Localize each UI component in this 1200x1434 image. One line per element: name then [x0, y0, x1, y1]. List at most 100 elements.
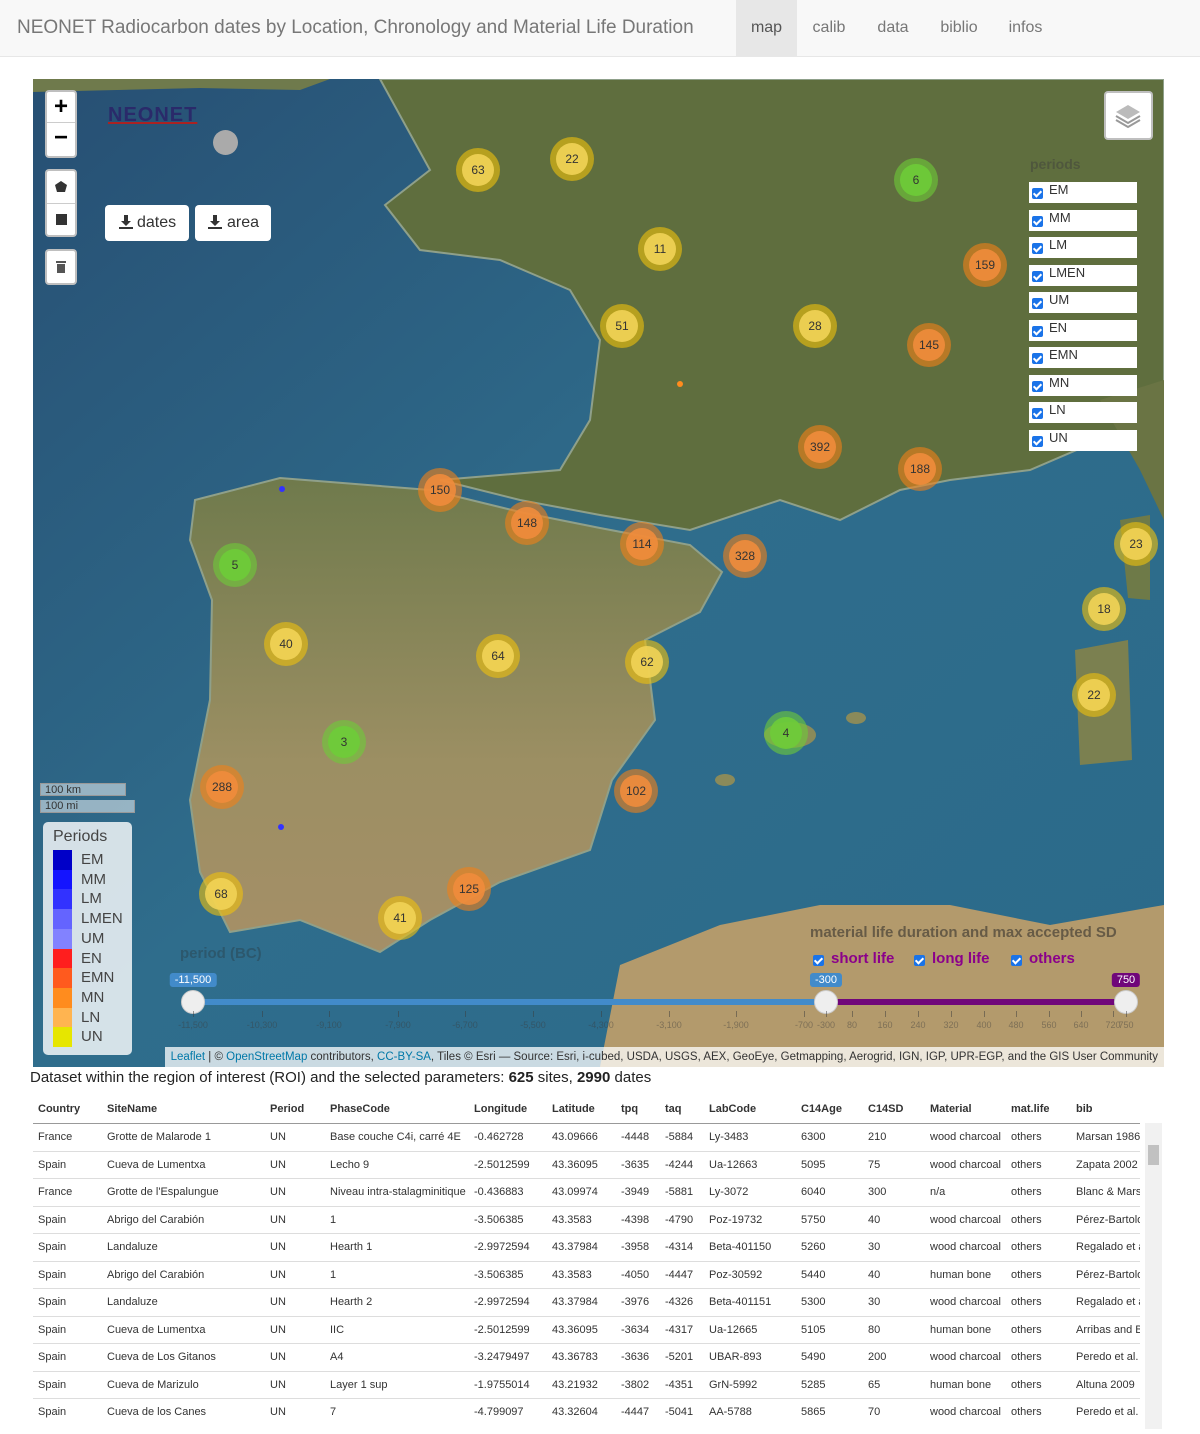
period-checkbox[interactable]: LN	[1029, 402, 1137, 423]
table-row[interactable]: France Grotte de Malarode 1 UN Base couche …	[33, 1123, 1140, 1151]
marker-cluster[interactable]: 64	[476, 634, 520, 678]
column-header[interactable]: SiteName	[102, 1095, 265, 1124]
table-row[interactable]: Spain Abrigo del Carabión UN 1 -3.506385 43.3…	[33, 1260, 1140, 1289]
marker-cluster[interactable]: 150	[418, 468, 462, 512]
material-option[interactable]: long life	[911, 950, 1011, 970]
checkbox[interactable]	[1032, 325, 1043, 337]
column-header[interactable]: mat.life	[1006, 1095, 1071, 1124]
checkbox[interactable]	[1032, 270, 1043, 282]
layers-control[interactable]	[1104, 91, 1153, 140]
period-checkbox[interactable]: EM	[1029, 182, 1137, 203]
table-row[interactable]: Spain Abrigo del Carabión UN 1 -3.506385 43.3…	[33, 1205, 1140, 1234]
table-row[interactable]: Spain Cueva de Marizulo UN Layer 1 sup -1.97…	[33, 1370, 1140, 1399]
nav-tab[interactable]: infos	[1008, 19, 1043, 36]
zoom-in[interactable]: +	[47, 92, 75, 123]
table-row[interactable]: Spain Landaluze UN Hearth 1 -2.9972594 43.379…	[33, 1233, 1140, 1261]
nav-tab[interactable]: map	[736, 0, 797, 56]
attribution-link[interactable]: CC-BY-SA	[377, 1051, 431, 1063]
marker-cluster[interactable]: 102	[614, 769, 658, 813]
zoom-out[interactable]: −	[53, 124, 68, 151]
checkbox[interactable]	[1032, 435, 1043, 447]
checkbox[interactable]	[1032, 408, 1043, 419]
checkbox[interactable]	[1011, 955, 1022, 966]
checkbox[interactable]	[914, 955, 925, 966]
table-row[interactable]: Spain Landaluze UN Hearth 2 -2.9972594 43.379…	[33, 1288, 1140, 1316]
period-checkbox[interactable]: EN	[1029, 319, 1137, 341]
period-checkbox[interactable]: MN	[1029, 374, 1137, 396]
marker-cluster[interactable]: 392	[798, 425, 842, 469]
checkbox[interactable]	[1032, 380, 1043, 392]
marker-cluster[interactable]: 41	[378, 896, 422, 940]
marker-cluster[interactable]: 5	[213, 543, 257, 587]
nav-tab[interactable]: calib	[812, 19, 846, 36]
scrollbar[interactable]	[1145, 1123, 1162, 1429]
column-header[interactable]: taq	[660, 1095, 704, 1124]
material-option[interactable]: others	[1008, 950, 1108, 970]
download-button[interactable]: area	[195, 205, 271, 241]
attribution-link[interactable]: OpenStreetMap	[226, 1051, 308, 1063]
marker-cluster[interactable]: 11	[638, 227, 682, 271]
nav-tab[interactable]: data	[877, 19, 909, 36]
download-button[interactable]: dates	[105, 205, 189, 241]
scrollbar-thumb[interactable]	[1148, 1145, 1159, 1165]
marker-cluster[interactable]: 114	[620, 522, 664, 566]
material-option[interactable]: short life	[810, 950, 910, 970]
marker-cluster[interactable]: 6	[894, 158, 938, 202]
period-checkbox[interactable]: LM	[1029, 237, 1137, 258]
checkbox[interactable]	[1032, 298, 1043, 309]
checkbox[interactable]	[1032, 353, 1043, 364]
column-header[interactable]: Country	[33, 1095, 102, 1124]
toggle-knob[interactable]	[213, 130, 238, 155]
marker-cluster[interactable]: 40	[264, 622, 308, 666]
checkbox[interactable]	[1032, 243, 1043, 254]
table-row[interactable]: Spain Cueva de Los Gitanos UN A4 -3.2479497 4…	[33, 1343, 1140, 1371]
table-row[interactable]: Spain Cueva de Lumentxa UN IIC -2.5012599 43.…	[33, 1315, 1140, 1344]
period-checkbox[interactable]: LMEN	[1029, 264, 1137, 286]
column-header[interactable]: PhaseCode	[325, 1095, 469, 1124]
marker-cluster[interactable]: 51	[600, 304, 644, 348]
marker-cluster[interactable]: 148	[505, 501, 549, 545]
map[interactable]: 63 22 6 11 159 51 28 145 392 188 150 148 114 328 23 5 18…	[33, 79, 1164, 1067]
slider-handle[interactable]	[814, 990, 838, 1014]
column-header[interactable]: tpq	[616, 1095, 660, 1124]
column-header[interactable]: Longitude	[469, 1095, 547, 1124]
marker-cluster[interactable]: 18	[1082, 587, 1126, 631]
draw-polygon[interactable]	[47, 171, 75, 204]
marker-cluster[interactable]: 288	[200, 765, 244, 809]
period-checkbox[interactable]: EMN	[1029, 347, 1137, 368]
marker-cluster[interactable]: 22	[550, 137, 594, 181]
marker-cluster[interactable]: 23	[1114, 522, 1158, 566]
nav-tab[interactable]: biblio	[940, 19, 978, 36]
marker-cluster[interactable]: 159	[963, 243, 1007, 287]
checkbox[interactable]	[1032, 188, 1043, 199]
table-row[interactable]: Spain Cueva de los Canes UN 7 -4.799097 43.32…	[33, 1398, 1140, 1426]
table-row[interactable]: Spain Cueva de Lumentxa UN Lecho 9 -2.501259…	[33, 1150, 1140, 1179]
marker-cluster[interactable]: 188	[898, 447, 942, 491]
marker-cluster[interactable]: 4	[764, 711, 808, 755]
period-checkbox[interactable]: UN	[1029, 429, 1137, 451]
marker-cluster[interactable]: 328	[723, 534, 767, 578]
period-checkbox[interactable]: UM	[1029, 292, 1137, 313]
marker-cluster[interactable]: 125	[447, 867, 491, 911]
marker-cluster[interactable]: 62	[625, 640, 669, 684]
marker-cluster[interactable]: 68	[199, 872, 243, 916]
delete-layers[interactable]	[45, 249, 77, 285]
column-header[interactable]: C14SD	[863, 1095, 925, 1124]
checkbox[interactable]	[813, 955, 824, 966]
column-header[interactable]: C14Age	[796, 1095, 863, 1124]
marker-cluster[interactable]: 3	[322, 720, 366, 764]
table-row[interactable]: France Grotte de l'Espalungue UN Niveau int…	[33, 1178, 1140, 1206]
marker-cluster[interactable]: 145	[907, 323, 951, 367]
attribution-link[interactable]: Leaflet	[170, 1051, 206, 1063]
column-header[interactable]: bib	[1071, 1095, 1140, 1124]
marker-cluster[interactable]: 63	[456, 148, 500, 192]
period-checkbox[interactable]: MM	[1029, 209, 1137, 231]
draw-rectangle[interactable]	[47, 204, 75, 236]
marker-cluster[interactable]: 22	[1072, 673, 1116, 717]
column-header[interactable]: LabCode	[704, 1095, 796, 1124]
marker-cluster[interactable]: 28	[793, 304, 837, 348]
column-header[interactable]: Latitude	[547, 1095, 616, 1124]
checkbox[interactable]	[1032, 215, 1043, 227]
column-header[interactable]: Period	[265, 1095, 325, 1124]
column-header[interactable]: Material	[925, 1095, 1006, 1124]
